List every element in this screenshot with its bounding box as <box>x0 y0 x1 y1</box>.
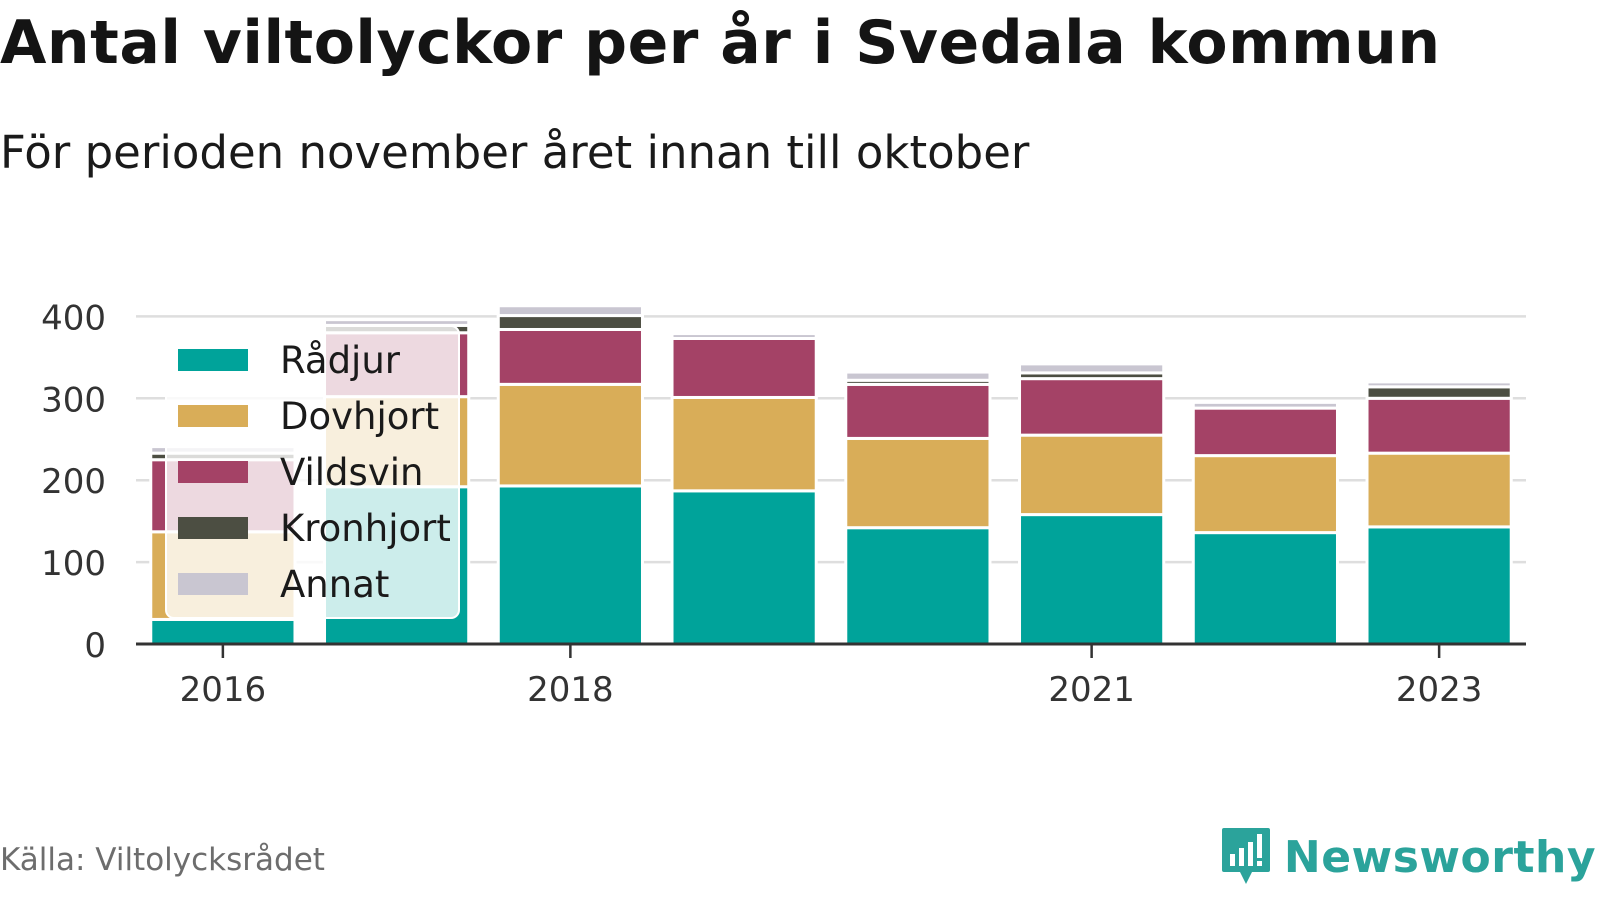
chart-title: Antal viltolyckor per år i Svedala kommu… <box>0 8 1441 78</box>
legend-label: Annat <box>280 563 389 606</box>
y-tick-label: 200 <box>41 462 106 502</box>
legend-label: Kronhjort <box>280 507 451 550</box>
bar-segment-annat-2022 <box>1191 400 1339 410</box>
bar-segment-annat-2023 <box>1365 380 1513 389</box>
bar-segment-vildsvin-2023 <box>1365 396 1513 455</box>
y-tick-label: 300 <box>41 380 106 420</box>
x-tick-label: 2021 <box>1048 670 1135 710</box>
bar-segment-r-djur-2018 <box>496 484 644 646</box>
bar-segment-r-djur-2019 <box>670 489 818 646</box>
bar-segment-annat-2020 <box>844 370 992 382</box>
y-tick-label: 100 <box>41 544 106 584</box>
legend-box <box>165 325 460 619</box>
x-tick-label: 2018 <box>527 670 614 710</box>
brand-name: Newsworthy <box>1283 831 1596 883</box>
legend-label: Dovhjort <box>280 395 439 438</box>
bar-segment-r-djur-2020 <box>844 526 992 646</box>
legend-swatch-r-djur <box>178 349 248 371</box>
bar-segment-annat-2019 <box>670 332 818 340</box>
legend-label: Rådjur <box>280 339 401 382</box>
bar-segment-r-djur-2023 <box>1365 525 1513 646</box>
bar-segment-vildsvin-2020 <box>844 382 992 440</box>
bar-segment-dovhjort-2023 <box>1365 451 1513 529</box>
y-tick-label: 400 <box>41 298 106 338</box>
x-tick-label: 2023 <box>1396 670 1483 710</box>
y-tick-label: 0 <box>84 626 106 666</box>
legend-label: Vildsvin <box>280 451 423 494</box>
bar-segment-dovhjort-2019 <box>670 395 818 493</box>
bar-segment-vildsvin-2021 <box>1018 377 1166 437</box>
legend-swatch-annat <box>178 573 248 595</box>
bar-segment-annat-2021 <box>1018 362 1166 375</box>
bar-segment-r-djur-2016 <box>149 617 297 646</box>
legend-swatch-dovhjort <box>178 405 248 427</box>
bar-segment-dovhjort-2022 <box>1191 454 1339 535</box>
legend-swatch-kronhjort <box>178 517 248 539</box>
bar-segment-dovhjort-2020 <box>844 436 992 530</box>
bar-segment-vildsvin-2022 <box>1191 406 1339 458</box>
bar-segment-annat-2018 <box>496 304 644 318</box>
bar-segment-dovhjort-2018 <box>496 382 644 488</box>
bar-segment-kronhjort-2023 <box>1365 385 1513 400</box>
chart-subtitle: För perioden november året innan till ok… <box>0 126 1030 179</box>
bar-segment-vildsvin-2019 <box>670 336 818 399</box>
bar-segment-r-djur-2021 <box>1018 513 1166 646</box>
newsworthy-logo-icon <box>1221 828 1270 884</box>
x-tick-label: 2016 <box>180 670 267 710</box>
bar-segment-dovhjort-2021 <box>1018 433 1166 517</box>
bar-segment-annat-2017 <box>323 318 471 327</box>
bar-segment-r-djur-2022 <box>1191 531 1339 646</box>
legend-swatch-vildsvin <box>178 461 248 483</box>
source-note: Källa: Viltolycksrådet <box>0 842 325 878</box>
bar-segment-vildsvin-2018 <box>496 327 644 386</box>
bar-segment-kronhjort-2018 <box>496 314 644 331</box>
brand-logo: Newsworthy <box>1220 826 1596 888</box>
